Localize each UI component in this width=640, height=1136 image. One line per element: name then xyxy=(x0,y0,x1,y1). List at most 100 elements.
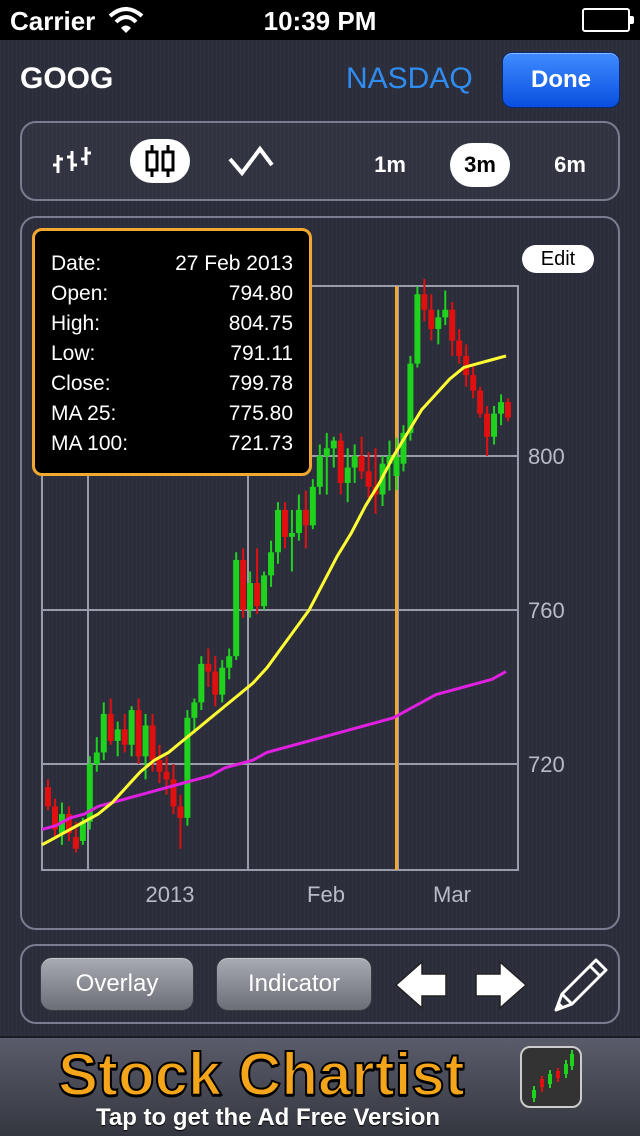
clock: 10:39 PM xyxy=(263,6,377,36)
candle-body xyxy=(247,583,254,610)
info-row-open: Open: 794.80 xyxy=(51,282,293,305)
overlay-button[interactable]: Overlay xyxy=(40,957,194,1011)
candlestick-icon[interactable] xyxy=(130,139,190,183)
range-6m-button[interactable]: 6m xyxy=(554,152,586,177)
candle-body xyxy=(351,456,358,468)
info-row-ma100: MA 100: 721.73 xyxy=(51,432,293,455)
candle-body xyxy=(484,413,491,437)
candle-body xyxy=(226,656,233,668)
bottom-toolbar: Overlay Indicator xyxy=(20,944,620,1024)
candle-body xyxy=(51,806,58,830)
y-tick-label: 760 xyxy=(528,598,565,623)
candle-body xyxy=(470,375,477,391)
candle-body xyxy=(400,432,407,464)
candle-body xyxy=(337,440,344,483)
arrow-right-icon[interactable] xyxy=(472,960,528,1015)
candle-body xyxy=(142,725,149,757)
candle-body xyxy=(323,448,330,456)
candle-body xyxy=(505,402,511,418)
candle-body xyxy=(428,309,435,329)
candle-body xyxy=(295,509,302,533)
ma100-line xyxy=(41,670,507,831)
ma25-line xyxy=(41,354,507,847)
info-row-close: Close: 799.78 xyxy=(51,372,293,395)
indicator-button[interactable]: Indicator xyxy=(216,957,372,1011)
candle-body xyxy=(288,533,295,537)
candle-body xyxy=(79,821,86,841)
info-row-high: High: 804.75 xyxy=(51,312,293,335)
candle-body xyxy=(386,456,393,464)
chart-type-toolbar: 1m 3m 6m xyxy=(20,121,620,201)
info-row-ma25: MA 25: 775.80 xyxy=(51,402,293,425)
candlestick-chart[interactable]: 720 760 800 2013 Feb Mar xyxy=(22,218,620,930)
ohlc-icon[interactable] xyxy=(42,139,102,183)
candle-body xyxy=(491,413,498,437)
nav-bar: GOOG NASDAQ Done xyxy=(0,40,640,116)
candle-body xyxy=(365,471,372,487)
wifi-icon xyxy=(108,6,144,34)
candle-body xyxy=(330,440,337,449)
y-tick-label: 800 xyxy=(528,444,565,469)
candle-body xyxy=(72,837,79,849)
candle-body xyxy=(435,317,442,329)
battery-icon xyxy=(582,8,634,32)
pencil-icon[interactable] xyxy=(552,956,610,1019)
candle-body xyxy=(421,294,428,310)
status-bar: Carrier 10:39 PM xyxy=(0,0,640,40)
candle-body xyxy=(219,667,226,695)
candle-body xyxy=(128,710,135,745)
candle-body xyxy=(156,760,163,772)
candle-body xyxy=(198,663,205,703)
candle-body xyxy=(344,467,351,483)
candle-body xyxy=(316,456,323,487)
arrow-left-icon[interactable] xyxy=(394,960,450,1015)
ad-subtitle: Tap to get the Ad Free Version xyxy=(96,1104,441,1131)
candle-body xyxy=(414,294,421,364)
candle-body xyxy=(86,764,93,822)
candle-body xyxy=(170,779,177,807)
candle-body xyxy=(456,340,463,356)
candle-body xyxy=(135,710,142,757)
candle-body xyxy=(275,509,281,553)
candle-body xyxy=(93,752,100,764)
exchange-label: NASDAQ xyxy=(346,62,473,95)
candle-body xyxy=(309,486,316,526)
candle-body xyxy=(358,456,365,472)
app-logo-icon xyxy=(520,1046,582,1108)
carrier-label: Carrier xyxy=(10,6,96,36)
candle-body xyxy=(205,663,212,672)
candle-body xyxy=(442,309,449,318)
ad-banner[interactable]: Stock Chartist Tap to get the Ad Free Ve… xyxy=(0,1036,640,1136)
info-tooltip: Date: 27 Feb 2013 Open: 794.80 High: 804.75… xyxy=(32,228,312,476)
line-chart-icon[interactable] xyxy=(218,139,278,183)
candle-body xyxy=(393,456,400,477)
ad-title: Stock Chartist xyxy=(57,1040,466,1109)
candle-body xyxy=(240,559,247,610)
candle-body xyxy=(449,309,456,341)
candle-body xyxy=(65,814,72,834)
edit-button[interactable]: Edit xyxy=(522,245,594,273)
candle-body xyxy=(254,583,261,607)
candle-body xyxy=(407,363,414,433)
range-3m-button[interactable]: 3m xyxy=(450,143,510,187)
candle-body xyxy=(114,729,121,741)
range-1m-button[interactable]: 1m xyxy=(374,152,406,177)
candle-body xyxy=(268,552,275,576)
candle-body xyxy=(498,402,505,414)
candle-body xyxy=(302,509,309,526)
info-row-date: Date: 27 Feb 2013 xyxy=(51,252,293,275)
info-row-low: Low: 791.11 xyxy=(51,342,293,365)
candle-body xyxy=(107,713,114,741)
chart-panel[interactable]: 720 760 800 2013 Feb Mar Edit Date: 27 Feb 201… xyxy=(20,216,620,930)
stock-symbol: GOOG xyxy=(20,62,114,95)
candle-body xyxy=(233,559,240,657)
done-button[interactable]: Done xyxy=(502,52,620,108)
x-tick-label: 2013 xyxy=(146,882,195,907)
candle-body xyxy=(184,717,191,818)
candle-body xyxy=(149,725,156,761)
candle-body xyxy=(100,713,107,753)
x-tick-label: Feb xyxy=(307,882,345,907)
x-tick-label: Mar xyxy=(433,882,471,907)
candle-body xyxy=(121,729,128,745)
candle-body xyxy=(177,806,184,818)
